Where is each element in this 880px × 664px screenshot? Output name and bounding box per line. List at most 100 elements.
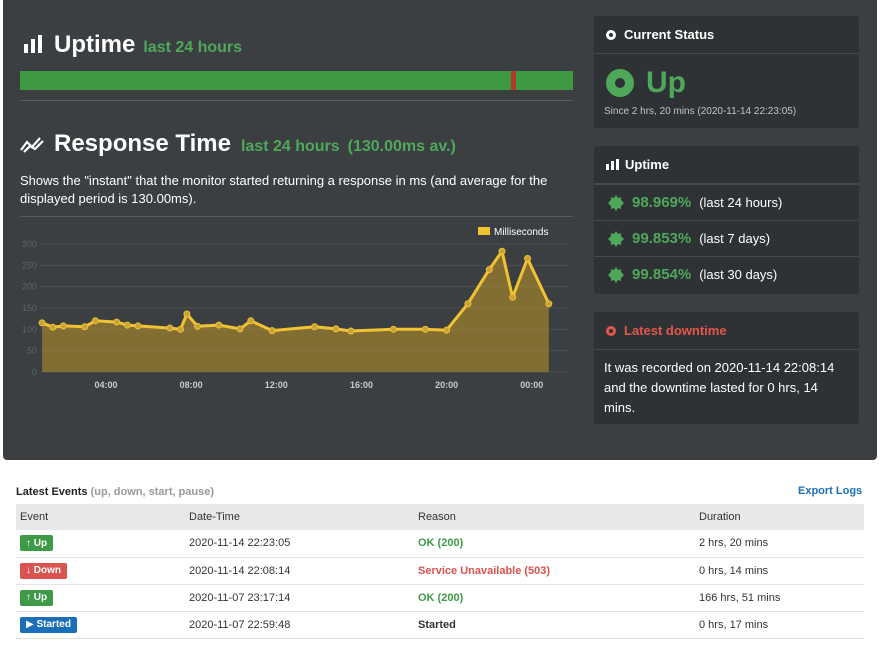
data-point[interactable] (38, 319, 46, 327)
data-point[interactable] (91, 317, 99, 325)
table-row: ▶ Started 2020-11-07 22:59:48 Started 0 … (16, 611, 864, 639)
arrow-down-icon: ↓ (26, 565, 31, 576)
event-duration: 2 hrs, 20 mins (695, 530, 864, 558)
status-display: Up (594, 54, 859, 100)
y-tick-label: 100 (22, 324, 37, 334)
event-badge-up: ↑ Up (20, 589, 54, 606)
y-tick-label: 300 (22, 239, 37, 249)
status-dot-icon (606, 29, 616, 40)
data-point[interactable] (49, 323, 57, 331)
event-badge-down: ↓ Down (20, 562, 67, 579)
arrow-up-icon: ↑ (26, 592, 31, 603)
event-reason: OK (200) (414, 530, 695, 558)
data-point[interactable] (524, 255, 532, 263)
data-point[interactable] (311, 323, 319, 331)
x-tick-label: 08:00 (180, 380, 203, 390)
data-point[interactable] (134, 322, 142, 330)
table-row: ↓ Down 2020-11-14 22:08:14 Service Unava… (16, 557, 864, 585)
badge-check-icon (608, 266, 624, 283)
y-tick-label: 150 (22, 303, 37, 313)
legend-label: Milliseconds (494, 227, 548, 238)
uptime-card: Uptime 98.969% (last 24 hours) 99.853% (… (594, 146, 859, 294)
response-period: last 24 hours (240, 138, 340, 155)
x-tick-label: 12:00 (265, 380, 288, 390)
play-icon: ▶ (26, 619, 34, 630)
event-reason: Service Unavailable (503) (414, 557, 695, 585)
events-subtitle: (up, down, start, pause) (90, 486, 215, 498)
data-point[interactable] (59, 322, 67, 330)
latest-downtime-text: It was recorded on 2020-11-14 22:08:14 a… (604, 360, 835, 415)
data-point[interactable] (268, 327, 276, 335)
arrow-up-icon: ↑ (26, 537, 31, 549)
legend-swatch (478, 227, 490, 235)
events-table-header: Event Date-Time Reason Duration (16, 504, 864, 530)
badge-check-icon (608, 194, 624, 211)
data-point[interactable] (194, 322, 202, 330)
bar-chart-icon (24, 35, 42, 53)
data-point[interactable] (485, 266, 493, 274)
event-label: Up (33, 537, 48, 549)
divider (20, 100, 573, 101)
event-datetime: 2020-11-07 22:59:48 (185, 611, 414, 639)
uptime-bar-up-segment[interactable] (516, 71, 573, 90)
uptime-bar[interactable] (20, 71, 573, 90)
data-point[interactable] (443, 326, 451, 334)
data-point[interactable] (545, 300, 553, 308)
data-point[interactable] (215, 321, 223, 329)
chart-area (42, 251, 549, 372)
column-header-reason: Reason (414, 504, 695, 530)
data-point[interactable] (183, 310, 191, 318)
event-label: Started (36, 619, 71, 630)
events-title-text: Latest Events (16, 486, 88, 498)
x-tick-label: 00:00 (520, 380, 543, 390)
column-header-datetime: Date-Time (185, 504, 414, 530)
data-point[interactable] (332, 325, 340, 333)
uptime-pct: 99.853% (632, 230, 692, 247)
data-point[interactable] (498, 247, 506, 255)
chart-legend[interactable]: Milliseconds (478, 227, 548, 238)
events-title: Latest Events (up, down, start, pause) (16, 486, 214, 498)
status-up-icon (606, 69, 634, 97)
export-logs-link[interactable]: Export Logs (798, 485, 863, 497)
bar-chart-icon (606, 159, 619, 170)
downtime-dot-icon (606, 325, 616, 336)
response-heading: Response Time last 24 hours (130.00ms av… (20, 130, 456, 158)
data-point[interactable] (347, 327, 355, 335)
badge-check-icon (608, 230, 624, 247)
uptime-period-label: (last 24 hours) (699, 195, 783, 210)
y-tick-label: 200 (22, 282, 37, 292)
current-status-card: Current Status Up Since 2 hrs, 20 mins (… (594, 16, 859, 128)
data-point[interactable] (389, 325, 397, 333)
response-time-chart[interactable]: 0 50 100 150 200 250 300 04:00 08:00 12:00 16:00 2… (20, 218, 576, 398)
divider (20, 216, 573, 217)
uptime-bar-down-segment[interactable] (511, 71, 516, 90)
y-tick-label: 250 (22, 260, 37, 270)
response-average: (130.00ms av.) (347, 138, 456, 155)
data-point[interactable] (81, 323, 89, 331)
latest-downtime-card: Latest downtime It was recorded on 2020-… (594, 312, 859, 424)
data-point[interactable] (177, 325, 185, 333)
event-label: Up (33, 592, 48, 603)
uptime-period-label: (last 7 days) (699, 231, 771, 246)
event-reason: Started (414, 611, 695, 639)
column-header-duration: Duration (695, 504, 864, 530)
event-duration: 0 hrs, 17 mins (695, 611, 864, 639)
table-row: ↑ Up 2020-11-14 22:23:05 OK (200) 2 hrs,… (16, 530, 864, 558)
status-since: Since 2 hrs, 20 mins (2020-11-14 22:23:0… (604, 106, 797, 117)
data-point[interactable] (123, 321, 131, 329)
event-datetime: 2020-11-14 22:08:14 (185, 557, 414, 585)
data-point[interactable] (421, 325, 429, 333)
column-header-event: Event (16, 504, 185, 530)
data-point[interactable] (247, 317, 255, 325)
data-point[interactable] (236, 325, 244, 333)
uptime-bar-up-segment[interactable] (20, 71, 511, 90)
data-point[interactable] (166, 324, 174, 332)
chart-line (41, 249, 551, 333)
data-point[interactable] (113, 318, 121, 326)
data-point[interactable] (464, 300, 472, 308)
event-badge-started: ▶ Started (20, 616, 77, 633)
uptime-card-title: Uptime (625, 157, 670, 172)
uptime-row-30d: 99.854% (last 30 days) (594, 256, 859, 292)
line-chart-icon (20, 137, 44, 153)
data-point[interactable] (509, 293, 517, 301)
